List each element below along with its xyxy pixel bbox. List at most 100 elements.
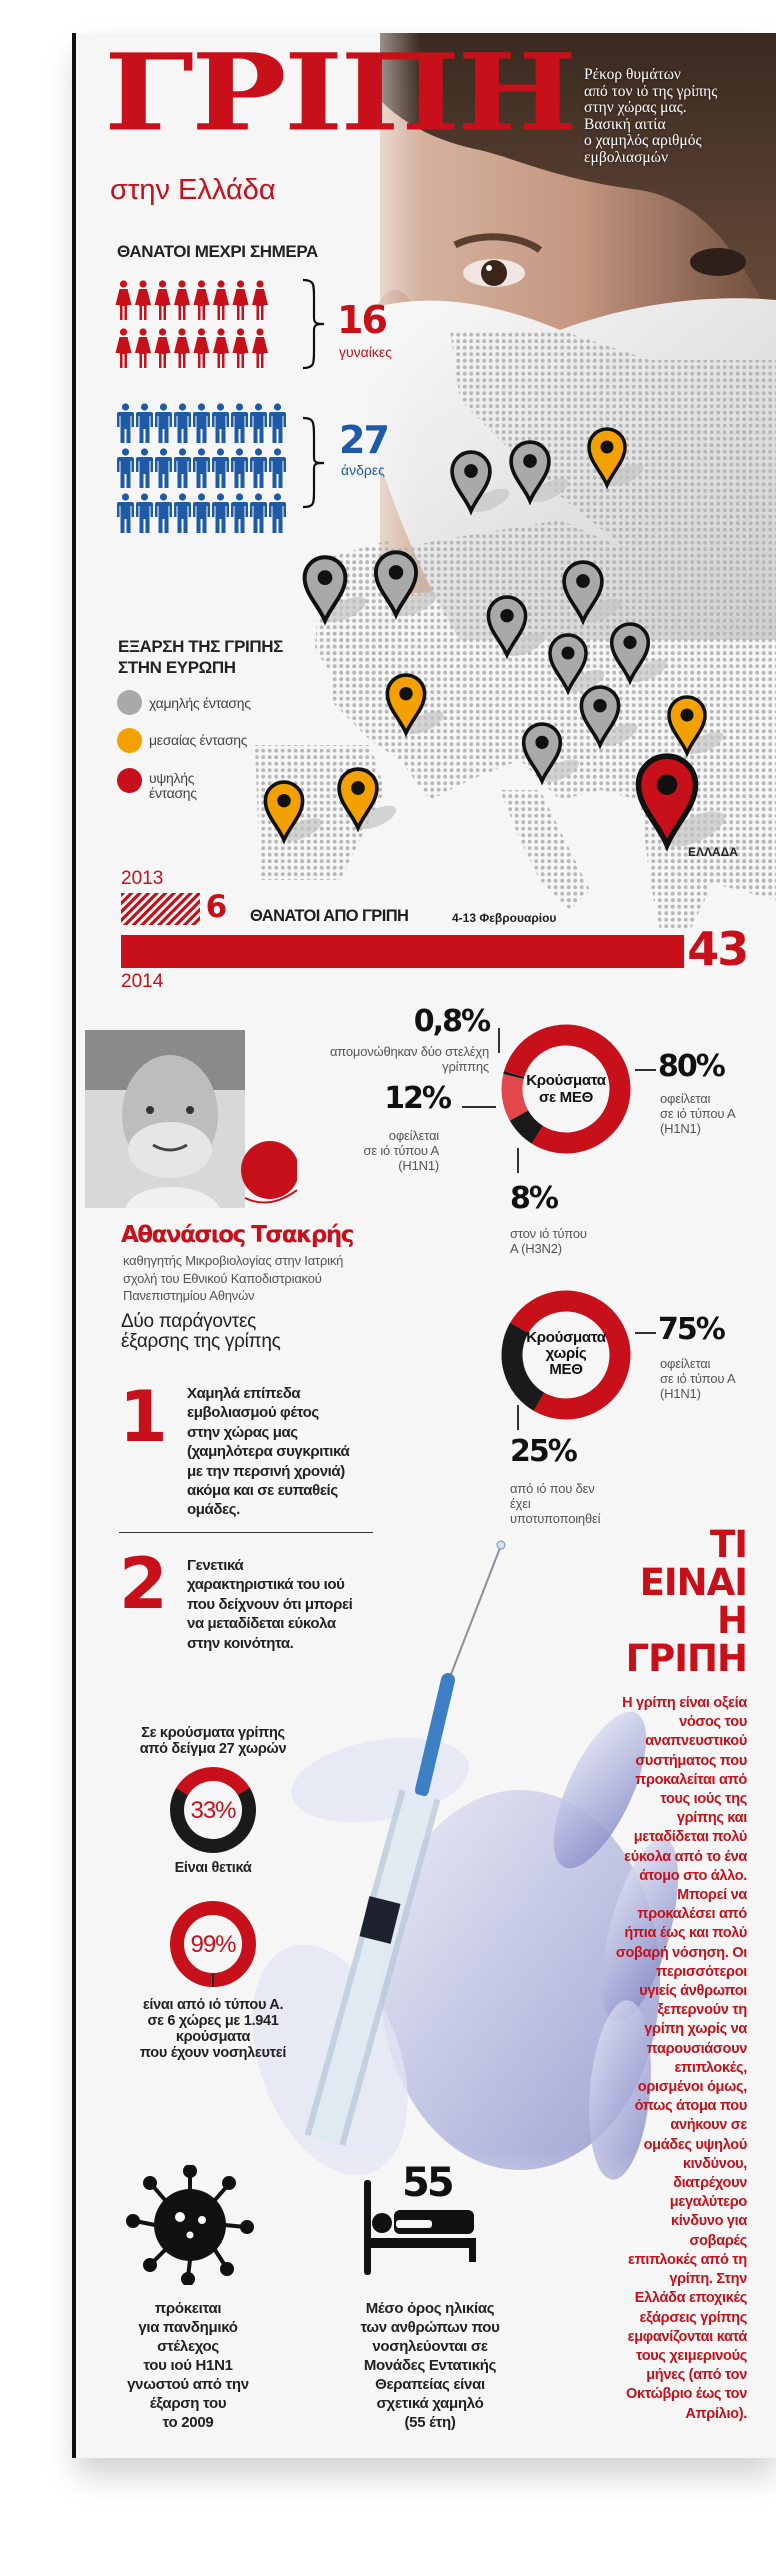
brackets [302,278,325,509]
icu-pct-0-8: 0,8% [413,1004,491,1039]
red-accent-circle [241,1141,297,1199]
map-pin-medium-icon [337,767,397,833]
map-pin-high-icon [635,753,725,852]
comparison-period: 4-13 Φεβρουαρίου [452,911,557,925]
pandemic-caption: πρόκειται για πανδημικό στέλεχος του ιού… [127,2300,249,2431]
leader-line [517,1148,519,1173]
women-count: 16 [337,298,388,342]
woman-icon [135,328,151,368]
man-icon [117,448,134,488]
leader-line [635,1332,656,1334]
positive-donut-segment-1 [170,1767,256,1853]
donut-charts [169,1024,631,1987]
woman-icon [154,328,171,368]
non-icu-caption-25: από ιό που δεν έχει υποτυποποιηθεί [510,1481,601,1526]
type-a-donut-segment-1 [169,1901,256,1987]
icu-donut-segment-3 [501,1024,631,1154]
woman-icon [154,280,171,320]
man-icon [155,493,172,533]
icu-pct-8: 8% [510,1181,559,1216]
legend-high-dot [117,768,142,793]
factor-1-text: Χαμηλά επίπεδα εμβολιασμού φέτος στην χώ… [187,1385,350,1519]
factor-2-number: 2 [119,1543,168,1625]
man-icon [269,493,286,533]
map-pin-low-icon [509,440,569,506]
value-2013: 6 [205,889,228,925]
people-pictogram [115,280,286,533]
leader-line [462,1106,496,1108]
men-label: άνδρες [341,462,385,478]
icu-donut-segment-1 [501,1024,631,1154]
man-icon [193,493,210,533]
map-pin-medium-icon [263,780,322,845]
subtitle: στην Ελλάδα [110,174,276,206]
leader-line [498,1028,500,1053]
map-pin-low-icon [486,595,545,660]
man-icon [136,493,153,533]
man-icon [193,448,210,488]
map-pin-low-icon [609,622,668,686]
woman-icon [232,328,249,368]
icu-caption-12: οφείλεται σε ιό τύπου Α (Η1Ν1) [363,1128,440,1173]
map-pins [263,427,725,852]
man-icon [231,403,248,443]
man-icon [155,403,172,443]
main-title: ΓΡΙΠΗ [104,30,577,156]
hospital-bed-icon [364,2180,476,2275]
woman-icon [213,328,229,368]
type-a-pct: 99% [190,1931,236,1958]
man-icon [117,493,134,533]
map-pin-medium-icon [667,695,724,758]
woman-icon [174,280,190,320]
legend-high-label: υψηλής έντασης [149,770,197,801]
icu-pct-80: 80% [658,1049,726,1084]
icu-donut [501,1024,631,1154]
man-icon [231,448,248,488]
woman-icon [252,280,268,320]
icu-caption-80: οφείλεται σε ιό τύπου Α (Η1Ν1) [660,1091,736,1136]
legend-medium-label: μεσαίας έντασης [149,732,248,748]
factor-1-number: 1 [119,1376,168,1458]
factor-2-text: Γενετικά χαρακτηριστικά του ιού που δείχ… [187,1557,353,1652]
legend-low-label: χαμηλής έντασης [149,695,251,711]
legend-low-dot [117,690,142,715]
map-pin-low-icon [548,633,605,696]
non-icu-pct-75: 75% [658,1312,726,1347]
map-pin-low-icon [373,550,437,620]
woman-icon [213,280,229,320]
woman-icon [115,280,132,320]
map-pin-medium-icon [385,673,444,738]
woman-icon [135,280,151,320]
what-is-text: Η γρίπη είναι οξεία νόσος του αναπνευστι… [615,1695,747,2422]
man-icon [174,403,191,443]
factors-heading: Δύο παράγοντες έξαρσης της γρίπης [121,1311,281,1352]
woman-icon [115,328,132,368]
man-icon [174,448,191,488]
map-pin-low-icon [521,722,580,786]
man-icon [117,403,134,443]
positive-caption: Είναι θετικά [174,1860,252,1876]
divider [119,1532,373,1533]
icu-donut-segment-2 [501,1024,631,1154]
man-icon [250,448,267,488]
men-bracket [302,416,325,509]
leader-line [635,1069,656,1071]
non-icu-donut-segment-1 [501,1290,631,1420]
man-icon [212,493,229,533]
non-icu-donut-center: Κρούσματα χωρίς ΜΕΘ [526,1329,606,1378]
man-icon [269,403,286,443]
icu-donut-center: Κρούσματα σε ΜΕΘ [526,1072,606,1106]
woman-icon [252,328,268,368]
man-icon [250,403,267,443]
europe-heading: ΕΞΑΡΣΗ ΤΗΣ ΓΡΙΠΗΣ ΣΤΗΝ ΕΥΡΩΠΗ [118,637,283,677]
year-2013: 2013 [121,868,164,889]
non-icu-donut [501,1290,631,1420]
virus-icon [126,2165,254,2285]
woman-icon [232,280,249,320]
women-label: γυναίκες [339,344,392,360]
man-icon [212,448,229,488]
women-bracket [302,278,325,370]
man-icon [193,403,210,443]
greece-label: ΕΛΛΑΔΑ [688,845,738,859]
age-caption: Μέσο όρος ηλικίας των ανθρώπων που νοσηλ… [360,2300,500,2431]
